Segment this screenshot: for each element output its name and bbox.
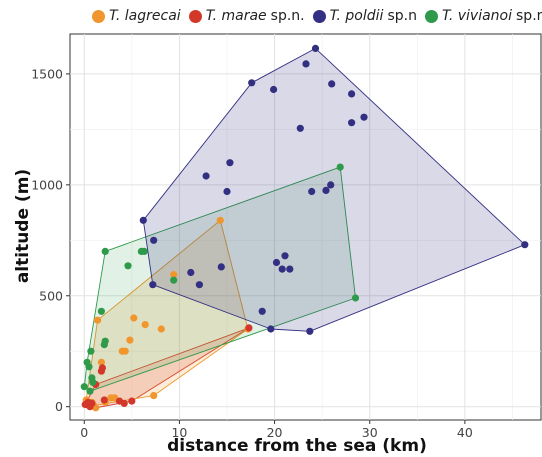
y-tick-label: 1500 [31,66,63,81]
data-point [278,265,286,273]
data-point [149,281,157,289]
data-point [521,241,529,249]
x-tick-label: 0 [80,425,88,440]
plot-panel [69,33,542,421]
data-point [130,314,138,322]
x-axis-ticks: 0 10 20 30 40 [80,420,473,440]
data-point [336,163,344,171]
data-point [157,325,165,333]
data-point [195,281,203,289]
data-point [88,399,96,407]
y-tick-label: 500 [39,288,63,303]
data-point [308,187,316,196]
data-point [150,236,158,244]
data-point [89,378,97,386]
hull-polygon-3 [142,47,526,332]
legend-suffix-marae: sp.n. [270,8,305,24]
data-point [360,113,368,121]
legend-dot-marae [188,9,202,23]
data-point [258,307,266,315]
data-point [120,399,128,407]
data-point [348,90,356,98]
data-point [87,347,95,355]
x-tick-label: 30 [362,425,378,440]
data-point [270,85,278,94]
data-point [94,316,102,324]
data-point [296,124,304,132]
data-point [216,216,224,224]
legend-dot-vivianoi [424,9,438,23]
legend-item-vivianoi: T. vivianoi sp.n [424,8,542,24]
data-points [80,44,529,412]
data-point [202,172,210,180]
legend: T. lagrecai T. marae sp.n. T. poldii sp.… [92,4,542,28]
y-axis-ticks: 0 500 1000 1500 [31,66,70,414]
data-point [306,327,314,335]
data-point [302,60,310,68]
data-point [86,387,94,395]
data-point [170,276,178,284]
data-point [121,347,129,355]
data-point [322,186,330,194]
data-point [97,358,105,366]
legend-dot-poldii [312,9,326,23]
legend-item-poldii: T. poldii sp.n [312,8,417,24]
legend-suffix-vivianoi: sp.n [516,8,542,24]
y-tick-label: 1000 [31,177,63,192]
data-point [351,294,360,302]
legend-label-vivianoi: T. vivianoi [441,8,513,24]
x-tick-label: 10 [171,425,187,440]
hull-polygons [83,47,526,409]
legend-label-lagrecai: T. lagrecai [109,8,181,24]
legend-dot-lagrecai [92,9,105,23]
data-point [140,247,148,255]
data-point [272,258,281,267]
y-axis-title: altitude (m) [13,169,33,283]
x-axis-title: distance from the sea (km) [167,436,427,456]
data-point [226,159,234,167]
data-point [286,265,294,273]
data-point [267,325,275,333]
data-point [98,364,106,372]
x-tick-label: 20 [267,425,283,440]
data-point [80,383,88,391]
data-point [328,80,336,88]
data-point [170,271,178,279]
legend-item-lagrecai: T. lagrecai [92,8,181,24]
data-point [100,396,108,404]
data-point [311,44,320,53]
data-point [348,119,356,127]
x-tick-label: 40 [457,425,473,440]
legend-suffix-poldii: sp.n [387,8,417,24]
data-point [217,263,225,271]
data-point [124,262,132,270]
data-point [97,307,105,315]
data-point [187,268,195,277]
legend-item-marae: T. marae sp.n. [188,8,305,24]
data-point [101,337,109,345]
y-tick-label: 0 [55,399,63,414]
data-point [248,79,256,87]
data-point [281,252,289,260]
data-point [150,392,158,400]
data-point [327,181,335,189]
legend-label-marae: T. marae [205,8,267,24]
data-point [85,363,93,371]
data-point [141,321,149,329]
legend-label-poldii: T. poldii [329,8,384,24]
data-point [128,397,136,405]
data-point [126,336,134,344]
data-point [101,247,109,255]
grid-lines [70,34,541,420]
data-point [245,324,253,332]
data-point [223,187,231,196]
data-point [139,216,147,224]
